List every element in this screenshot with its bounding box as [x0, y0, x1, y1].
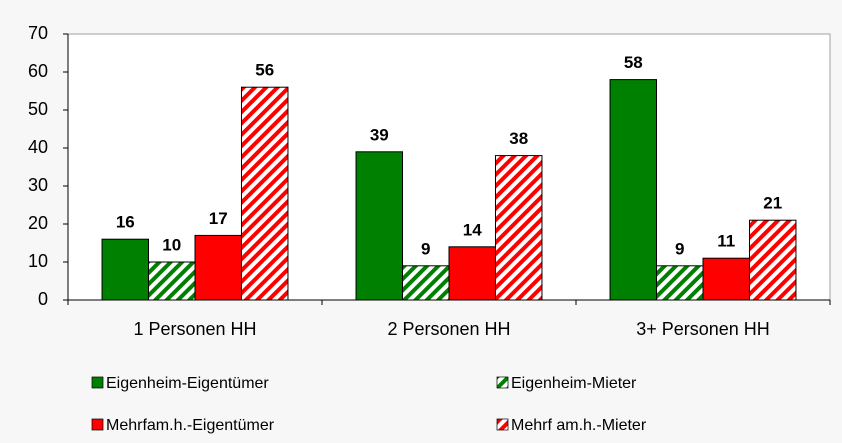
value-label: 9	[675, 239, 684, 258]
y-tick-label: 20	[28, 213, 48, 233]
legend-label: Mehrf am.h.-Mieter	[511, 417, 647, 434]
legend-label: Mehrfam.h.-Eigentümer	[106, 417, 275, 434]
bar	[609, 79, 658, 301]
bar	[748, 219, 797, 301]
legend-label: Eigenheim-Eigentümer	[106, 375, 269, 392]
value-label: 17	[209, 209, 228, 228]
value-label: 58	[624, 53, 643, 72]
bar	[194, 234, 242, 301]
value-label: 38	[509, 129, 528, 148]
y-tick-label: 70	[28, 23, 48, 43]
y-tick-label: 50	[28, 99, 48, 119]
bar	[101, 238, 150, 301]
value-label: 11	[717, 232, 735, 251]
bar	[355, 151, 404, 301]
x-tick-label: 1 Personen HH	[133, 319, 256, 339]
value-label: 16	[116, 213, 135, 232]
bar	[148, 261, 196, 301]
value-label: 56	[255, 61, 274, 80]
value-label: 14	[463, 220, 482, 239]
x-tick-label: 2 Personen HH	[387, 319, 510, 339]
y-tick-label: 60	[28, 61, 48, 81]
bar	[402, 265, 450, 301]
y-tick-label: 10	[28, 251, 48, 271]
y-tick-label: 40	[28, 137, 48, 157]
y-tick-label: 30	[28, 175, 48, 195]
legend-swatch	[91, 418, 104, 431]
legend-swatch	[496, 376, 509, 389]
bar	[448, 246, 496, 301]
value-label: 39	[370, 125, 389, 144]
value-label: 10	[162, 235, 181, 254]
value-label: 21	[763, 194, 782, 213]
y-tick-label: 0	[38, 289, 48, 309]
value-label: 9	[421, 239, 430, 258]
bar	[240, 86, 289, 301]
bar	[494, 155, 543, 301]
legend-label: Eigenheim-Mieter	[511, 375, 637, 392]
legend-swatch	[496, 418, 509, 431]
bar	[702, 257, 750, 301]
legend-swatch	[91, 376, 104, 389]
bar	[656, 265, 704, 301]
x-tick-label: 3+ Personen HH	[636, 319, 770, 339]
